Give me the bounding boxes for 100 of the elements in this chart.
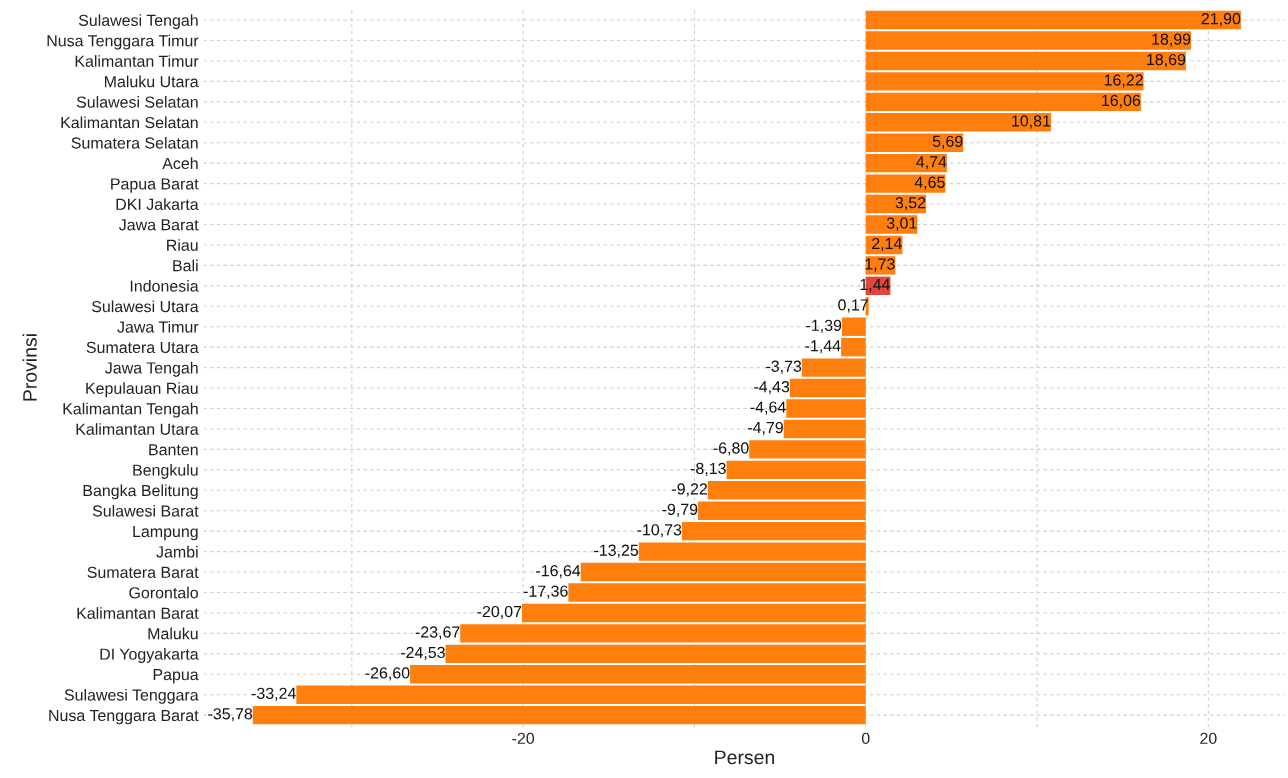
bar	[865, 72, 1144, 91]
data-label: 16,06	[1102, 94, 1141, 108]
bar	[681, 521, 866, 541]
y-tick-label: Sulawesi Barat	[92, 504, 199, 517]
data-label: -17,36	[523, 585, 568, 599]
y-tick-label: Indonesia	[130, 280, 199, 292]
bar	[865, 153, 947, 173]
y-tick-label: Jambi	[156, 545, 198, 558]
y-tick-label: Bangka Belitung	[83, 484, 198, 500]
y-tick-label: Papua Barat	[111, 178, 199, 193]
y-tick-label: Kepulauan Riau	[86, 382, 198, 398]
bar	[865, 133, 964, 152]
data-label: 3,01	[886, 217, 917, 231]
bar	[726, 460, 866, 480]
y-tick-label: Nusa Tenggara Timur	[47, 34, 199, 50]
bar	[801, 358, 866, 377]
data-label: -9,22	[672, 483, 708, 497]
data-label: 4,65	[914, 176, 945, 190]
x-tick-label: -20	[512, 732, 535, 745]
bar	[789, 378, 866, 398]
y-tick-label: Bengkulu	[133, 464, 198, 479]
bar	[865, 10, 1241, 30]
y-tick-label: Papua	[153, 669, 199, 684]
y-tick-label: Sumatera Utara	[86, 341, 199, 354]
y-tick-label: Jawa Tengah	[105, 361, 198, 377]
data-label: 21,90	[1201, 13, 1241, 27]
data-label: -4,64	[750, 401, 786, 415]
data-label: 4,74	[916, 156, 947, 170]
bar	[568, 583, 866, 602]
y-tick-label: Jawa Barat	[119, 219, 199, 231]
bar	[749, 440, 866, 459]
data-label: -1,44	[805, 340, 841, 354]
y-tick-label: Lampung	[133, 525, 198, 541]
y-axis-title: Provinsi	[22, 334, 37, 401]
y-tick-label: Maluku	[148, 627, 198, 640]
data-label: 18,99	[1152, 33, 1191, 47]
data-label: 2,14	[872, 237, 902, 252]
y-tick-label: Sulawesi Selatan	[76, 96, 198, 108]
bar	[865, 174, 946, 193]
y-tick-label: Kalimantan Tengah	[63, 402, 198, 418]
data-label: -8,13	[690, 462, 726, 476]
bar	[698, 501, 866, 520]
data-label: -10,73	[637, 524, 682, 538]
y-tick-label: Riau	[167, 239, 198, 251]
y-tick-label: DKI Jakarta	[116, 198, 199, 210]
bar	[296, 685, 866, 704]
data-label: -4,79	[748, 421, 783, 436]
bar	[707, 481, 866, 500]
bar	[786, 399, 866, 418]
bar	[580, 562, 866, 582]
y-tick-label: Sumatera Selatan	[71, 136, 198, 149]
data-label: -13,25	[594, 544, 639, 558]
bar	[445, 644, 866, 664]
y-tick-label: Kalimantan Utara	[76, 423, 199, 435]
bar	[252, 705, 866, 725]
bar	[841, 317, 866, 336]
y-tick-label: Kalimantan Selatan	[61, 116, 198, 129]
y-tick-label: Sumatera Barat	[87, 566, 199, 578]
data-label: -9,79	[662, 503, 698, 517]
y-tick-label: Gorontalo	[129, 586, 198, 599]
data-label: -6,80	[713, 442, 749, 456]
data-label: 16,22	[1104, 74, 1143, 88]
y-tick-label: Kalimantan Barat	[77, 607, 199, 619]
bar	[865, 31, 1192, 50]
data-label: -16,64	[536, 565, 581, 579]
y-tick-label: Sulawesi Tenggara	[64, 688, 199, 704]
y-tick-label: Nusa Tenggara Barat	[49, 709, 199, 725]
bar	[865, 215, 918, 234]
data-label: -23,67	[415, 626, 460, 640]
bar	[460, 624, 866, 643]
bar	[865, 113, 1051, 132]
x-axis-title: Persen	[715, 750, 775, 765]
data-label: -33,24	[251, 687, 296, 701]
y-tick-label: Bali	[173, 259, 198, 272]
y-tick-label: Banten	[149, 444, 198, 456]
bar	[783, 419, 866, 439]
data-label: 5,69	[932, 135, 963, 149]
y-tick-label: Sulawesi Tengah	[78, 14, 198, 30]
bar	[865, 92, 1141, 112]
bar	[841, 337, 866, 357]
data-label: -20,07	[477, 605, 522, 620]
data-label: 10,81	[1012, 115, 1051, 129]
data-label: -3,73	[766, 360, 802, 374]
y-tick-label: DI Yogyakarta	[100, 648, 199, 663]
data-label: 18,69	[1147, 53, 1186, 68]
data-label: 3,52	[895, 197, 926, 211]
bar	[638, 542, 866, 561]
y-tick-label: Jawa Timur	[117, 320, 199, 333]
x-tick-label: 20	[1200, 732, 1217, 745]
y-tick-label: Kalimantan Timur	[75, 55, 199, 67]
y-tick-label: Maluku Utara	[104, 75, 199, 88]
x-tick-label: 0	[861, 732, 870, 745]
bar	[521, 603, 866, 623]
data-label: -4,43	[754, 381, 790, 395]
y-tick-label: Sulawesi Utara	[91, 300, 199, 313]
y-tick-label: Aceh	[162, 157, 198, 170]
data-label: -26,60	[365, 667, 410, 681]
data-label: -24,53	[400, 646, 445, 660]
bar	[865, 51, 1186, 71]
bar	[410, 665, 866, 684]
